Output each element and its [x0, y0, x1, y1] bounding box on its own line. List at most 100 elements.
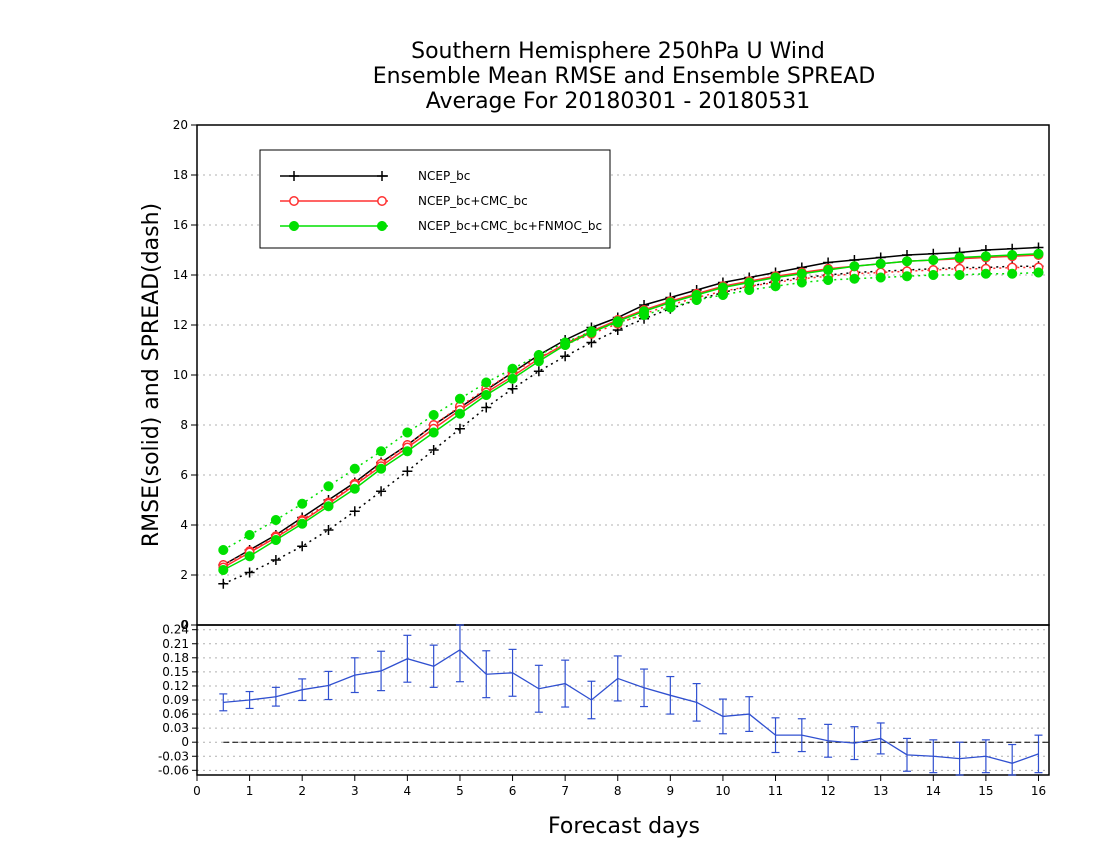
y-tick-label: 14	[173, 268, 188, 282]
x-tick-label: 13	[873, 784, 888, 798]
marker-filled-circle	[586, 327, 597, 338]
error-bar	[955, 741, 964, 776]
error-bar	[1034, 734, 1043, 774]
marker-filled-circle	[612, 316, 623, 327]
legend-label: NCEP_bc+CMC_bc+FNMOC_bc	[418, 219, 602, 233]
marker-filled-circle	[533, 356, 544, 367]
y-tick-label: 18	[173, 168, 188, 182]
marker-plus	[297, 541, 308, 552]
x-tick-label: 12	[820, 784, 835, 798]
marker-plus	[507, 383, 518, 394]
marker-filled-circle	[796, 268, 807, 279]
chart-title-line-1: Southern Hemisphere 250hPa U Wind	[411, 39, 825, 64]
marker-plus	[428, 445, 439, 455]
marker-plus	[218, 578, 229, 589]
error-bar	[377, 650, 386, 692]
x-axis-title: Forecast days	[548, 814, 700, 839]
error-bar	[718, 698, 727, 735]
legend-label: NCEP_bc+CMC_bc	[418, 194, 528, 208]
error-bar	[640, 668, 649, 708]
x-tick-label: 6	[509, 784, 517, 798]
error-bar	[929, 739, 938, 774]
marker-filled-circle	[349, 463, 360, 474]
marker-filled-circle	[875, 272, 886, 283]
error-bar	[429, 644, 438, 688]
spread-line	[222, 271, 1039, 551]
error-bar	[219, 693, 228, 712]
error-bar	[587, 680, 596, 720]
marker-filled-circle	[402, 446, 413, 457]
rmse-line	[222, 254, 1039, 569]
error-bar	[350, 657, 359, 694]
y-tick-label: 0.24	[162, 623, 189, 637]
error-bar	[508, 648, 517, 697]
y-tick-label: 0	[180, 618, 188, 632]
y-tick-label: 0.12	[162, 679, 189, 693]
legend-label: NCEP_bc	[418, 169, 470, 183]
x-tick-label: 10	[715, 784, 730, 798]
marker-filled-circle	[875, 258, 886, 269]
marker-filled-circle	[218, 544, 229, 556]
y-tick-label: 20	[173, 118, 188, 132]
error-bar	[824, 723, 833, 758]
marker-filled-circle	[796, 277, 807, 288]
marker-plus	[560, 351, 571, 362]
x-tick-label: 5	[456, 784, 464, 798]
marker-filled-circle	[1007, 249, 1018, 261]
error-bar	[403, 634, 412, 683]
marker-filled-circle	[691, 289, 702, 301]
x-tick-label: 0	[193, 784, 201, 798]
marker-filled-circle	[1007, 268, 1018, 279]
marker-filled-circle	[297, 518, 308, 529]
marker-filled-circle	[244, 529, 255, 541]
chart-title-line-2: Ensemble Mean RMSE and Ensemble SPREAD	[373, 64, 876, 89]
marker-plus	[270, 555, 281, 565]
marker-filled-circle	[376, 463, 387, 474]
marker-filled-circle	[849, 261, 860, 272]
y-axis-title: RMSE(solid) and SPREAD(dash)	[139, 203, 164, 547]
marker-filled-circle	[901, 271, 913, 282]
marker-filled-circle	[849, 273, 860, 284]
marker-filled-circle	[481, 377, 492, 388]
marker-filled-circle	[980, 268, 991, 279]
marker-filled-circle	[481, 389, 492, 401]
x-tick-label: 8	[614, 784, 622, 798]
y-tick-label: 0.15	[162, 665, 189, 679]
error-bar	[324, 670, 333, 701]
error-bar	[850, 726, 859, 761]
y-tick-label: 0	[181, 618, 189, 632]
marker-filled-circle	[376, 446, 387, 457]
x-tick-label: 11	[768, 784, 783, 798]
legend-box	[259, 149, 611, 249]
marker-plus	[376, 486, 387, 497]
x-tick-label: 14	[926, 784, 941, 798]
marker-plus	[533, 366, 544, 377]
x-tick-label: 7	[561, 784, 569, 798]
marker-filled-circle	[507, 373, 518, 384]
marker-filled-circle	[270, 514, 281, 526]
y-tick-label: 4	[180, 518, 188, 532]
marker-filled-circle	[323, 481, 334, 492]
marker-open-circle	[377, 196, 387, 206]
marker-filled-circle	[744, 277, 755, 288]
chart-legend: NCEP_bc NCEP_bc+CMC_bc NCEP_bc+CMC_bc+FNMO…	[259, 149, 611, 249]
error-bar	[692, 682, 701, 722]
marker-filled-circle	[428, 409, 439, 421]
x-tick-label: 15	[978, 784, 993, 798]
error-bar	[666, 675, 675, 715]
marker-filled-circle	[1033, 248, 1044, 259]
x-tick-label: 4	[404, 784, 412, 798]
error-bar	[245, 690, 254, 710]
marker-filled-circle	[297, 498, 308, 509]
x-tick-label: 2	[298, 784, 306, 798]
chart-title-line-3: Average For 20180301 - 20180531	[426, 89, 811, 114]
error-bar	[298, 678, 307, 702]
marker-filled-circle	[349, 483, 360, 494]
difference-panel: -0.06-0.0300.030.060.090.120.150.180.210…	[158, 618, 1050, 798]
y-tick-label: -0.06	[158, 763, 189, 777]
marker-filled-circle	[823, 274, 834, 286]
marker-filled-circle	[954, 252, 965, 263]
marker-filled-circle	[928, 254, 939, 266]
marker-filled-circle	[218, 564, 229, 576]
x-tick-label: 3	[351, 784, 359, 798]
